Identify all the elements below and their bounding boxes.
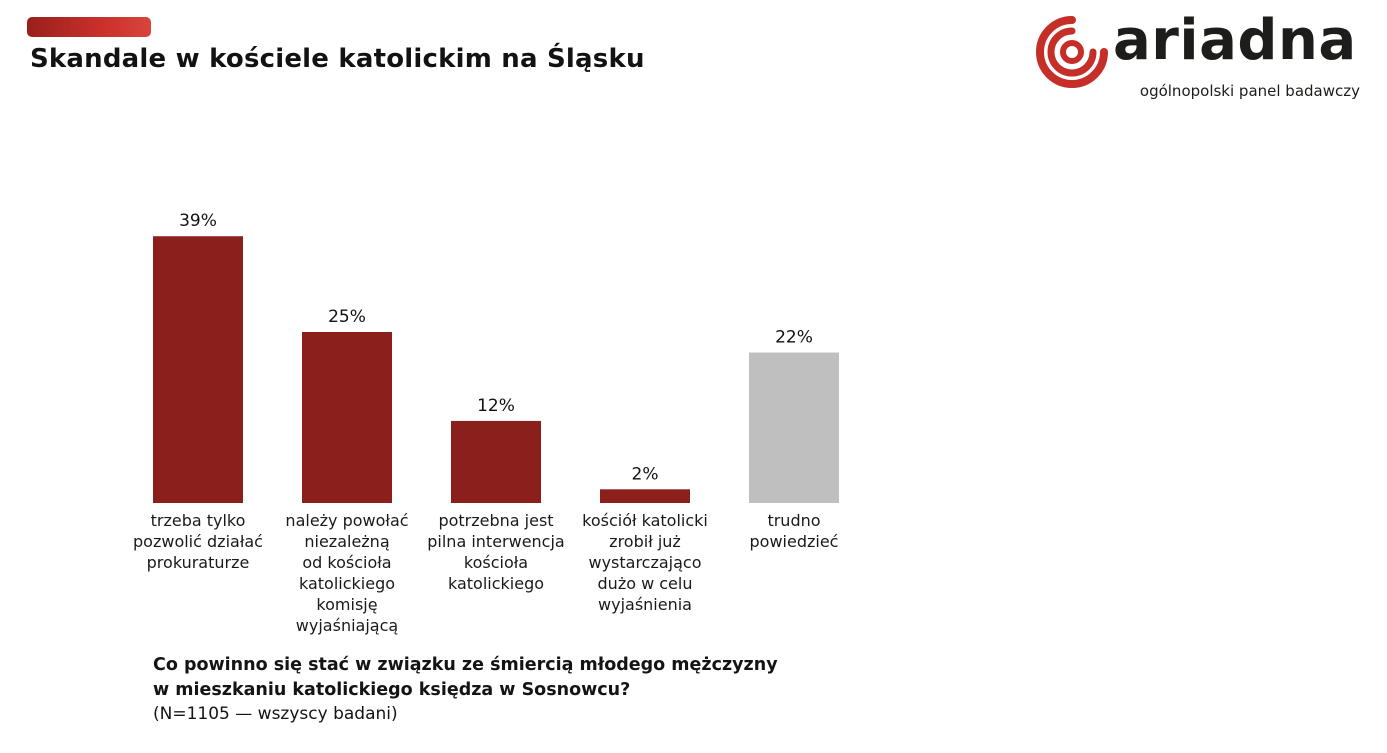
category-label-1: trzeba tylko pozwolić działać prokuraturze bbox=[128, 510, 268, 573]
category-label-5-line-2: powiedzieć bbox=[749, 532, 839, 551]
category-label-1-line-1: trzeba tylko bbox=[150, 511, 246, 530]
category-label-4: kościół katolicki zrobił już wystarczająco… bbox=[575, 510, 715, 615]
category-label-2-line-5: komisję bbox=[316, 595, 378, 614]
category-label-3: potrzebna jest pilna interwencja kościoła k… bbox=[426, 510, 566, 594]
category-label-4-line-5: wyjaśnienia bbox=[598, 595, 692, 614]
bar-value-label-2: 25% bbox=[328, 307, 366, 327]
logo-wordmark: ariadna bbox=[1113, 8, 1357, 73]
category-label-2-line-4: katolickiego bbox=[298, 574, 396, 593]
bar-5 bbox=[749, 352, 839, 503]
bar-value-label-5: 22% bbox=[775, 328, 813, 348]
bar-value-label-1: 39% bbox=[179, 211, 217, 231]
category-label-3-line-3: kościoła bbox=[463, 553, 529, 572]
category-label-2-line-3: od kościoła bbox=[302, 553, 392, 572]
category-label-4-line-3: wystarczająco bbox=[588, 553, 702, 572]
category-label-4-line-2: zrobił już bbox=[609, 532, 681, 551]
category-label-2: należy powołać niezależną od kościoła katol… bbox=[277, 510, 417, 636]
category-label-3-line-1: potrzebna jest bbox=[438, 511, 554, 530]
category-label-5: trudno powiedzieć bbox=[724, 510, 864, 552]
bar-1 bbox=[153, 236, 243, 504]
category-label-2-line-6: wyjaśniającą bbox=[295, 616, 399, 635]
logo-tagline: ogólnopolski panel badawczy bbox=[1139, 82, 1360, 100]
ariadna-spiral-logo-icon bbox=[1036, 16, 1108, 88]
category-label-2-line-2: niezależną bbox=[304, 532, 390, 551]
category-label-4-line-1: kościół katolicki bbox=[582, 511, 708, 530]
sample-base-note: (N=1105 — wszyscy badani) bbox=[153, 704, 398, 724]
category-label-3-line-4: katolickiego bbox=[447, 574, 545, 593]
bar-3 bbox=[451, 420, 541, 503]
survey-question-line-2: w mieszkaniu katolickiego księdza w Sosn… bbox=[153, 680, 631, 700]
page-title: Skandale w kościele katolickim na Śląsku bbox=[30, 44, 645, 74]
bar-4 bbox=[600, 489, 690, 503]
bar-2 bbox=[302, 332, 392, 503]
bar-value-label-3: 12% bbox=[477, 396, 515, 416]
category-label-1-line-3: prokuraturze bbox=[146, 553, 250, 572]
category-label-4-line-4: dużo w celu bbox=[597, 574, 693, 593]
category-label-1-line-2: pozwolić działać bbox=[133, 532, 263, 551]
category-label-2-line-1: należy powołać bbox=[285, 511, 409, 530]
bar-value-label-4: 2% bbox=[632, 464, 659, 484]
survey-question-line-1: Co powinno się stać w związku ze śmierci… bbox=[153, 655, 778, 675]
category-label-5-line-1: trudno bbox=[767, 511, 821, 530]
title-accent-bar bbox=[27, 17, 151, 37]
category-label-3-line-2: pilna interwencja bbox=[427, 532, 565, 551]
survey-question: Co powinno się stać w związku ze śmierci… bbox=[153, 653, 853, 703]
ariadna-logo: ariadna ogólnopolski panel badawczy bbox=[1036, 8, 1366, 106]
